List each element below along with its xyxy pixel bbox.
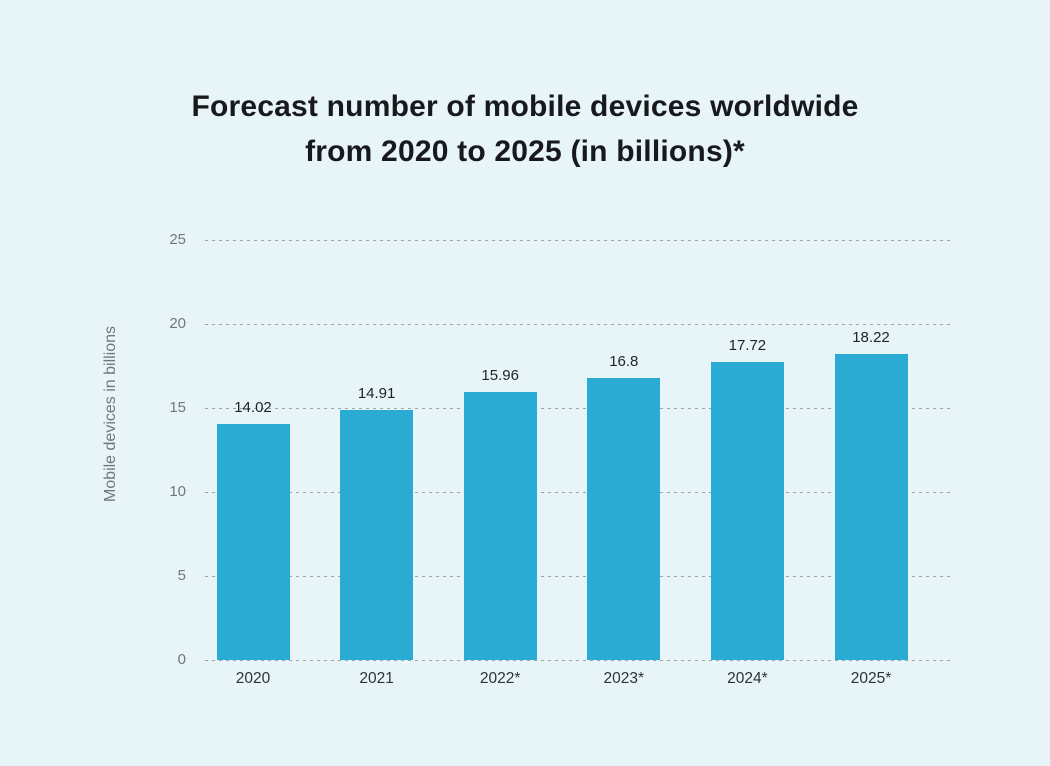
y-tick-label: 20 xyxy=(169,315,186,332)
bar-2022 xyxy=(463,391,537,660)
bar-2025 xyxy=(834,353,908,660)
x-tick-label: 2024* xyxy=(727,670,768,687)
gridline xyxy=(205,324,952,325)
y-axis-label: Mobile devices in billions xyxy=(102,325,119,503)
plot-area xyxy=(195,240,952,661)
y-tick-label: 5 xyxy=(177,567,186,584)
bar-value-label: 18.22 xyxy=(852,328,890,346)
bar-value-label: 17.72 xyxy=(728,337,767,355)
bar-value-label: 14.91 xyxy=(357,384,396,402)
y-tick-label: 10 xyxy=(169,483,186,500)
bar-2021 xyxy=(340,409,414,660)
y-tick-label: 0 xyxy=(177,651,186,668)
bar-2020 xyxy=(216,424,290,660)
x-tick-label: 2020 xyxy=(235,670,271,687)
x-tick-label: 2022* xyxy=(479,670,521,687)
gridline xyxy=(205,660,952,661)
y-tick-label: 15 xyxy=(169,399,186,416)
gridline xyxy=(205,492,952,493)
y-tick-label: 25 xyxy=(169,231,186,248)
x-tick-label: 2021 xyxy=(359,670,394,687)
chart-title: Forecast number of mobile devices worldw… xyxy=(191,90,859,168)
gridline xyxy=(205,240,952,241)
bar-value-label: 14.02 xyxy=(234,399,272,417)
x-tick-label: 2023* xyxy=(603,670,645,687)
bar-2023 xyxy=(587,377,661,660)
bar-value-label: 15.96 xyxy=(481,366,519,384)
gridline xyxy=(205,576,952,577)
x-tick-label: 2025* xyxy=(850,670,892,687)
bar-2024 xyxy=(710,362,784,660)
bar-value-label: 16.8 xyxy=(609,352,639,370)
gridline xyxy=(205,408,952,409)
